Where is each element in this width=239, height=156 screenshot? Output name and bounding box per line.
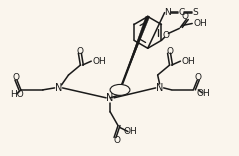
Text: OH: OH xyxy=(123,127,137,136)
Text: OH: OH xyxy=(196,89,210,98)
Text: S: S xyxy=(192,8,198,17)
Text: O: O xyxy=(77,47,84,56)
Text: O: O xyxy=(12,73,19,81)
Text: N: N xyxy=(55,83,62,93)
Text: O: O xyxy=(166,47,173,56)
Text: OH: OH xyxy=(92,57,106,66)
Text: OH: OH xyxy=(181,57,195,66)
Text: N: N xyxy=(164,8,171,17)
Text: O: O xyxy=(182,12,189,21)
Text: C: C xyxy=(178,8,185,17)
Text: N: N xyxy=(156,83,163,93)
Text: O: O xyxy=(163,31,170,40)
Text: HO: HO xyxy=(10,90,24,99)
Text: Abs: Abs xyxy=(114,87,126,93)
Ellipse shape xyxy=(110,84,130,95)
Text: O: O xyxy=(195,73,202,81)
Text: OH: OH xyxy=(193,19,207,28)
Text: O: O xyxy=(114,136,120,145)
Text: N: N xyxy=(106,93,114,103)
Polygon shape xyxy=(120,17,150,90)
